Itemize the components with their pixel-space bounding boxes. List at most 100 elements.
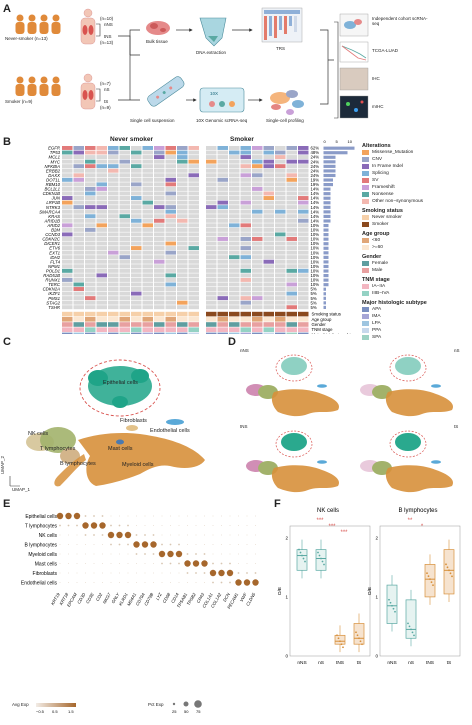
oncoprint-cell [62, 291, 73, 296]
oncoprint-cell [73, 241, 84, 246]
dotplot-dot [110, 553, 112, 555]
gene-percent: 10% [311, 237, 320, 242]
dotplot-dot [187, 544, 188, 545]
oncoprint-cell [275, 209, 286, 214]
oncoprint-cell [217, 264, 228, 269]
oncoprint-cell [263, 146, 274, 150]
never-smoker-label: Never-smoker (n=13) [5, 36, 48, 41]
dotplot-dot [204, 534, 205, 536]
oncoprint-cell [188, 250, 199, 255]
dotplot-dot [203, 572, 206, 574]
oncoprint-cell [108, 150, 119, 155]
oncoprint-cell [96, 218, 107, 223]
dotplot-gene-label: CD79A [135, 592, 146, 607]
oncoprint-cell [96, 305, 107, 310]
dotplot-dot [107, 531, 115, 539]
oncoprint-cell [108, 282, 119, 287]
clinical-cell [252, 332, 263, 334]
box-point [448, 569, 450, 572]
oncoprint-cell [177, 196, 188, 200]
oncoprint-cell [240, 305, 251, 310]
oncoprint-cell [188, 196, 199, 200]
clinical-cell [96, 311, 107, 317]
legend-item: Never smoker [362, 214, 470, 221]
oncoprint-cell [119, 159, 130, 164]
oncoprint-cell [165, 259, 176, 264]
oncoprint-cell [85, 191, 96, 196]
gene-label: ARID1B [43, 218, 60, 223]
oncoprint-cell [263, 268, 274, 273]
dotplot-dot [238, 534, 239, 536]
dotplot-row-label: B lymphocytes [24, 543, 57, 549]
oncoprint-cell [142, 232, 153, 237]
oncoprint-cell [188, 273, 199, 278]
oncoprint-cell [286, 282, 297, 287]
oncoprint-cell [142, 296, 153, 301]
oncoprint-cell [188, 237, 199, 241]
oncoprint-cell [73, 177, 84, 182]
oncoprint-cell [131, 146, 142, 150]
oncoprint-cell [154, 259, 165, 264]
label-t: T lymphocytes [40, 446, 76, 452]
oncoprint-cell [229, 237, 240, 241]
dotplot-dot [212, 544, 214, 545]
gene-label: MYC [50, 159, 60, 164]
oncoprint-cell [286, 214, 297, 219]
dotplot-gene-label: NKG7 [102, 591, 112, 604]
dotplot-gene-label: KRT19 [50, 591, 61, 606]
gene-label: TERC [48, 282, 61, 287]
oncoprint-cell [240, 159, 251, 164]
clinical-cell [73, 327, 84, 332]
dotplot-dot [150, 541, 157, 548]
oncoprint-cell [229, 164, 240, 169]
oncoprint-cell [73, 237, 84, 241]
oncoprint-cell [275, 168, 286, 173]
oncoprint-cell [177, 291, 188, 296]
oncoprint-cell [119, 246, 130, 251]
oncoprint-cell [229, 268, 240, 273]
oncoprint-cell [275, 191, 286, 196]
oncoprint-cell [298, 168, 309, 173]
dotplot-dot [85, 563, 86, 564]
oncoprint-cell [85, 232, 96, 237]
legend-swatch [362, 268, 369, 273]
oncoprint-cell [298, 191, 309, 196]
legend-item: Nonsense [362, 191, 470, 198]
oncoprint-cell [286, 182, 297, 187]
dotplot-dot [110, 582, 112, 583]
oncoprint-cell [263, 186, 274, 191]
oncoprint-cell [263, 223, 274, 228]
oncoprint-cell [177, 209, 188, 214]
oncoprint-cell [177, 191, 188, 196]
oncoprint-cell [142, 223, 153, 228]
dotplot-gene-label: CD3E [85, 592, 95, 605]
oncoprint-cell [240, 196, 251, 200]
oncoprint-cell [298, 246, 309, 251]
oncoprint-cell [275, 255, 286, 260]
dotplot-dot [184, 560, 191, 567]
oncoprint-cell [119, 196, 130, 200]
oncoprint-cell [85, 227, 96, 232]
oncoprint-cell [154, 250, 165, 255]
label-fibro: Fibroblasts [120, 418, 147, 424]
oncoprint-cell [85, 214, 96, 219]
oncoprint-cell [240, 164, 251, 169]
oncoprint-cell [286, 246, 297, 251]
clinical-cell [96, 317, 107, 322]
oncoprint-cell [108, 177, 119, 182]
oncoprint-cell [263, 164, 274, 169]
oncoprint-cell [286, 146, 297, 150]
dotplot-dot [170, 534, 171, 536]
oncoprint-cell [263, 227, 274, 232]
d-label-ns: nS [454, 348, 460, 353]
clinical-cell [298, 322, 309, 327]
oncoprint-cell [263, 246, 274, 251]
ts-label: tS [104, 99, 109, 104]
oncoprint-cell [188, 168, 199, 173]
gene-percent: 10% [311, 246, 320, 251]
oncoprint-cell [286, 186, 297, 191]
dotplot-dot [68, 572, 69, 574]
oncoprint-cell [154, 209, 165, 214]
dotplot-dot [161, 572, 163, 574]
oncoprint-cell [229, 159, 240, 164]
